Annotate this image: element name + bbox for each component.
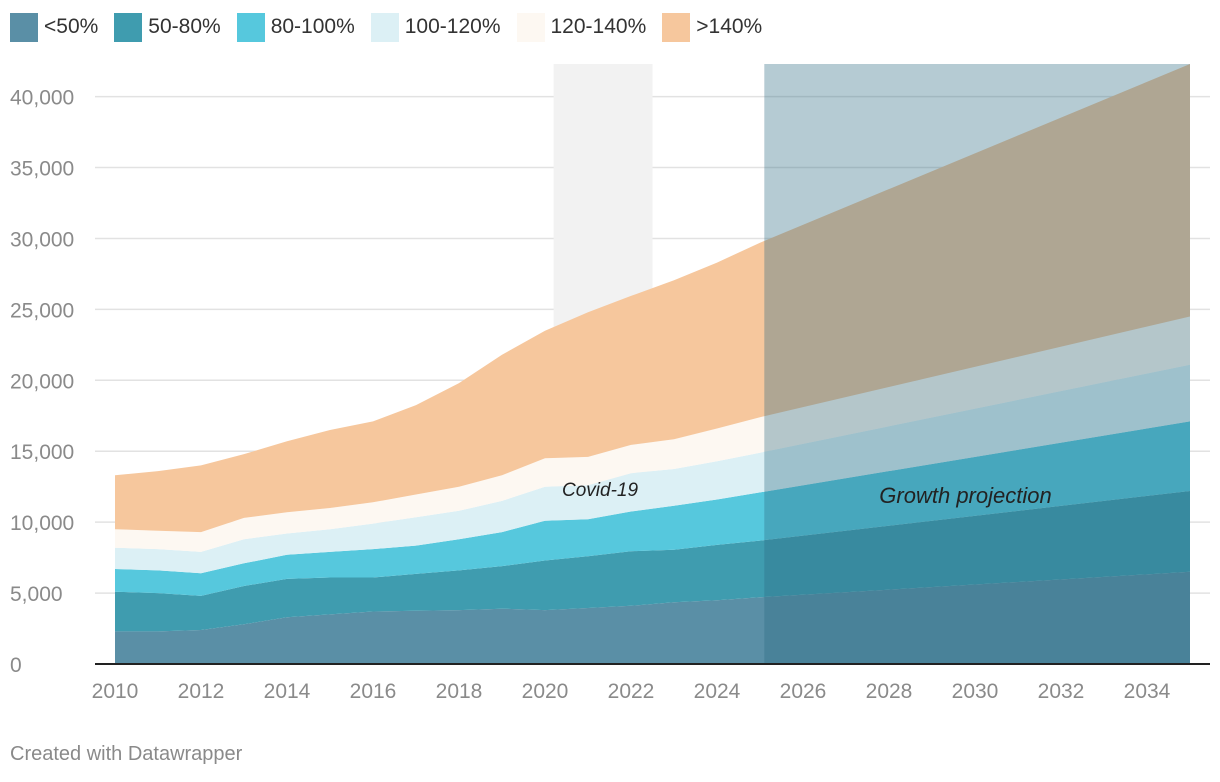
- area-series-layer: [115, 64, 1190, 664]
- y-tick-label: 5,000: [10, 583, 63, 606]
- x-tick-label: 2022: [608, 680, 655, 703]
- y-tick-label: 35,000: [10, 158, 74, 181]
- area-80-100pct: [115, 421, 1190, 596]
- projection-shade-layer: [764, 64, 1190, 664]
- legend: <50% 50-80% 80-100% 100-120% 120-140% >140%: [10, 10, 778, 44]
- x-tick-label: 2032: [1038, 680, 1085, 703]
- annotation-covid: Covid-19: [562, 480, 638, 501]
- legend-label: <50%: [44, 15, 99, 38]
- legend-swatch: [516, 12, 545, 42]
- x-tick-label: 2030: [952, 680, 999, 703]
- legend-swatch: [662, 12, 691, 42]
- x-tick-label: 2028: [866, 680, 913, 703]
- legend-item-100-120pct: 100-120%: [370, 12, 501, 42]
- x-tick-label: 2016: [350, 680, 397, 703]
- area-100-120pct: [115, 364, 1190, 574]
- x-tick-label: 2034: [1124, 680, 1171, 703]
- y-tick-label: 10,000: [10, 512, 74, 535]
- x-tick-label: 2014: [264, 680, 311, 703]
- legend-item-lt-50pct: <50%: [10, 12, 99, 42]
- legend-label: 120-140%: [550, 15, 647, 38]
- credit-text: Created with Datawrapper: [10, 743, 243, 765]
- legend-label: 80-100%: [270, 15, 355, 38]
- annotation-growth-projection: Growth projection: [879, 483, 1051, 508]
- axes: 0 5,000 10,000 15,000 20,000 25,000 30,000 35,0…: [10, 87, 1210, 703]
- x-tick-label: 2012: [178, 680, 225, 703]
- legend-item-80-100pct: 80-100%: [236, 12, 355, 42]
- y-tick-label: 0: [10, 654, 22, 677]
- y-tick-label: 20,000: [10, 370, 74, 393]
- x-tick-label: 2010: [92, 680, 139, 703]
- legend-label: 50-80%: [148, 15, 221, 38]
- legend-item-gt-140pct: >140%: [662, 12, 763, 42]
- x-tick-label: 2018: [436, 680, 483, 703]
- area-50-80pct: [115, 491, 1190, 632]
- area-120-140pct: [115, 316, 1190, 552]
- y-tick-label: 25,000: [10, 299, 74, 322]
- legend-item-120-140pct: 120-140%: [516, 12, 647, 42]
- legend-swatch: [10, 12, 38, 42]
- y-tick-label: 15,000: [10, 441, 74, 464]
- legend-label: 100-120%: [404, 15, 501, 38]
- legend-item-50-80pct: 50-80%: [114, 12, 221, 42]
- y-tick-label: 30,000: [10, 228, 74, 251]
- x-tick-label: 2020: [522, 680, 569, 703]
- projection-shade: [764, 64, 1190, 664]
- x-tick-label: 2026: [780, 680, 827, 703]
- area-lt-50pct: [115, 571, 1190, 664]
- annotations: Covid-19 Growth projection: [562, 480, 1052, 508]
- legend-swatch: [236, 12, 265, 42]
- area-gt-140pct: [115, 64, 1190, 533]
- legend-label: >140%: [696, 15, 763, 38]
- legend-swatch: [114, 12, 143, 42]
- y-tick-label: 40,000: [10, 87, 74, 110]
- x-tick-label: 2024: [694, 680, 741, 703]
- legend-swatch: [370, 12, 399, 42]
